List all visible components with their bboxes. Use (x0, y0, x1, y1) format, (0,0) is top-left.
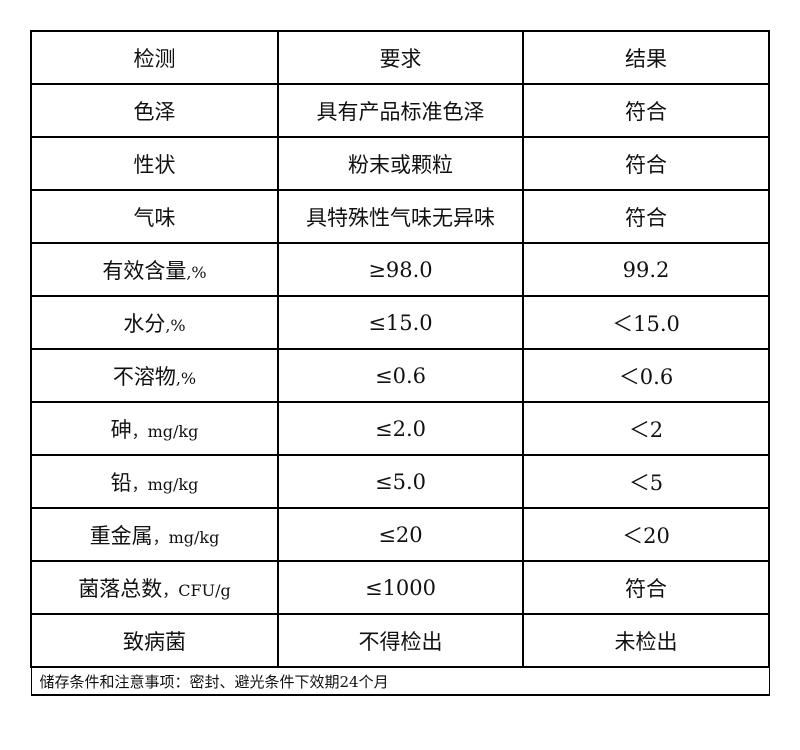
result-cell: 符合 (522, 136, 770, 191)
requirement-cell: ≥98.0 (277, 242, 524, 297)
item-name: 铅 (110, 470, 132, 495)
table-row: 不溶物,% ≤0.6 ＜0.6 (30, 348, 770, 403)
item-name: 不溶物 (112, 364, 176, 389)
item-cell: 有效含量,% (30, 242, 279, 297)
table-row: 铅，mg/kg ≤5.0 ＜5 (30, 454, 770, 509)
requirement-cell: ≤1000 (277, 560, 524, 615)
result-cell: ＜15.0 (522, 295, 770, 350)
item-unit: ,% (186, 262, 207, 282)
requirement-cell: ≤20 (277, 507, 524, 562)
item-cell: 气味 (30, 189, 279, 244)
requirement-cell: ≤5.0 (277, 454, 524, 509)
requirement-cell: 具有产品标准色泽 (277, 83, 524, 138)
item-name: 色泽 (133, 99, 176, 124)
item-cell: 致病菌 (30, 613, 279, 668)
item-unit: ,% (175, 368, 197, 388)
header-row: 检测 要求 结果 (30, 30, 770, 85)
result-cell: ＜0.6 (522, 348, 770, 403)
item-name: 水分 (123, 311, 166, 336)
footer-row: 储存条件和注意事项：密封、避光条件下效期24个月 (30, 666, 770, 696)
requirement-cell: 不得检出 (277, 613, 524, 668)
item-name: 性状 (133, 152, 176, 177)
item-unit: ，mg/kg (131, 474, 199, 494)
table-row: 致病菌 不得检出 未检出 (30, 613, 770, 668)
result-cell: 符合 (522, 560, 770, 615)
requirement-cell: 粉末或颗粒 (277, 136, 524, 191)
item-cell: 重金属，mg/kg (30, 507, 279, 562)
item-name: 砷 (110, 417, 132, 442)
header-cell: 要求 (277, 30, 524, 85)
requirement-cell: 具特殊性气味无异味 (277, 189, 524, 244)
table-row: 色泽 具有产品标准色泽 符合 (30, 83, 770, 138)
item-name: 有效含量 (102, 258, 187, 283)
item-cell: 色泽 (30, 83, 279, 138)
item-cell: 性状 (30, 136, 279, 191)
spec-table: 检测 要求 结果 色泽 具有产品标准色泽 符合 性状 粉末或颗粒 符合 气味 具特殊… (30, 30, 770, 696)
item-unit: ,% (165, 315, 186, 335)
result-cell: ＜2 (522, 401, 770, 456)
storage-note: 储存条件和注意事项：密封、避光条件下效期24个月 (30, 666, 770, 696)
table-row: 菌落总数，CFU/g ≤1000 符合 (30, 560, 770, 615)
table-row: 性状 粉末或颗粒 符合 (30, 136, 770, 191)
item-unit: ，CFU/g (162, 580, 231, 600)
item-cell: 水分,% (30, 295, 279, 350)
header-cell: 结果 (522, 30, 770, 85)
item-cell: 铅，mg/kg (30, 454, 279, 509)
requirement-cell: ≤2.0 (277, 401, 524, 456)
result-cell: 未检出 (522, 613, 770, 668)
item-unit: ，mg/kg (131, 421, 199, 441)
requirement-cell: ≤0.6 (277, 348, 524, 403)
result-cell: ＜5 (522, 454, 770, 509)
result-cell: 99.2 (522, 242, 770, 297)
table-row: 砷，mg/kg ≤2.0 ＜2 (30, 401, 770, 456)
item-cell: 菌落总数，CFU/g (30, 560, 279, 615)
header-cell: 检测 (30, 30, 279, 85)
item-name: 气味 (133, 205, 176, 230)
result-cell: 符合 (522, 83, 770, 138)
item-cell: 不溶物,% (30, 348, 279, 403)
result-cell: ＜20 (522, 507, 770, 562)
table-row: 重金属，mg/kg ≤20 ＜20 (30, 507, 770, 562)
table-row: 有效含量,% ≥98.0 99.2 (30, 242, 770, 297)
table-row: 水分,% ≤15.0 ＜15.0 (30, 295, 770, 350)
result-cell: 符合 (522, 189, 770, 244)
item-name: 菌落总数 (78, 576, 163, 601)
item-cell: 砷，mg/kg (30, 401, 279, 456)
item-unit: ，mg/kg (152, 527, 220, 547)
table-row: 气味 具特殊性气味无异味 符合 (30, 189, 770, 244)
item-name: 重金属 (89, 523, 153, 548)
requirement-cell: ≤15.0 (277, 295, 524, 350)
item-name: 致病菌 (123, 629, 186, 654)
